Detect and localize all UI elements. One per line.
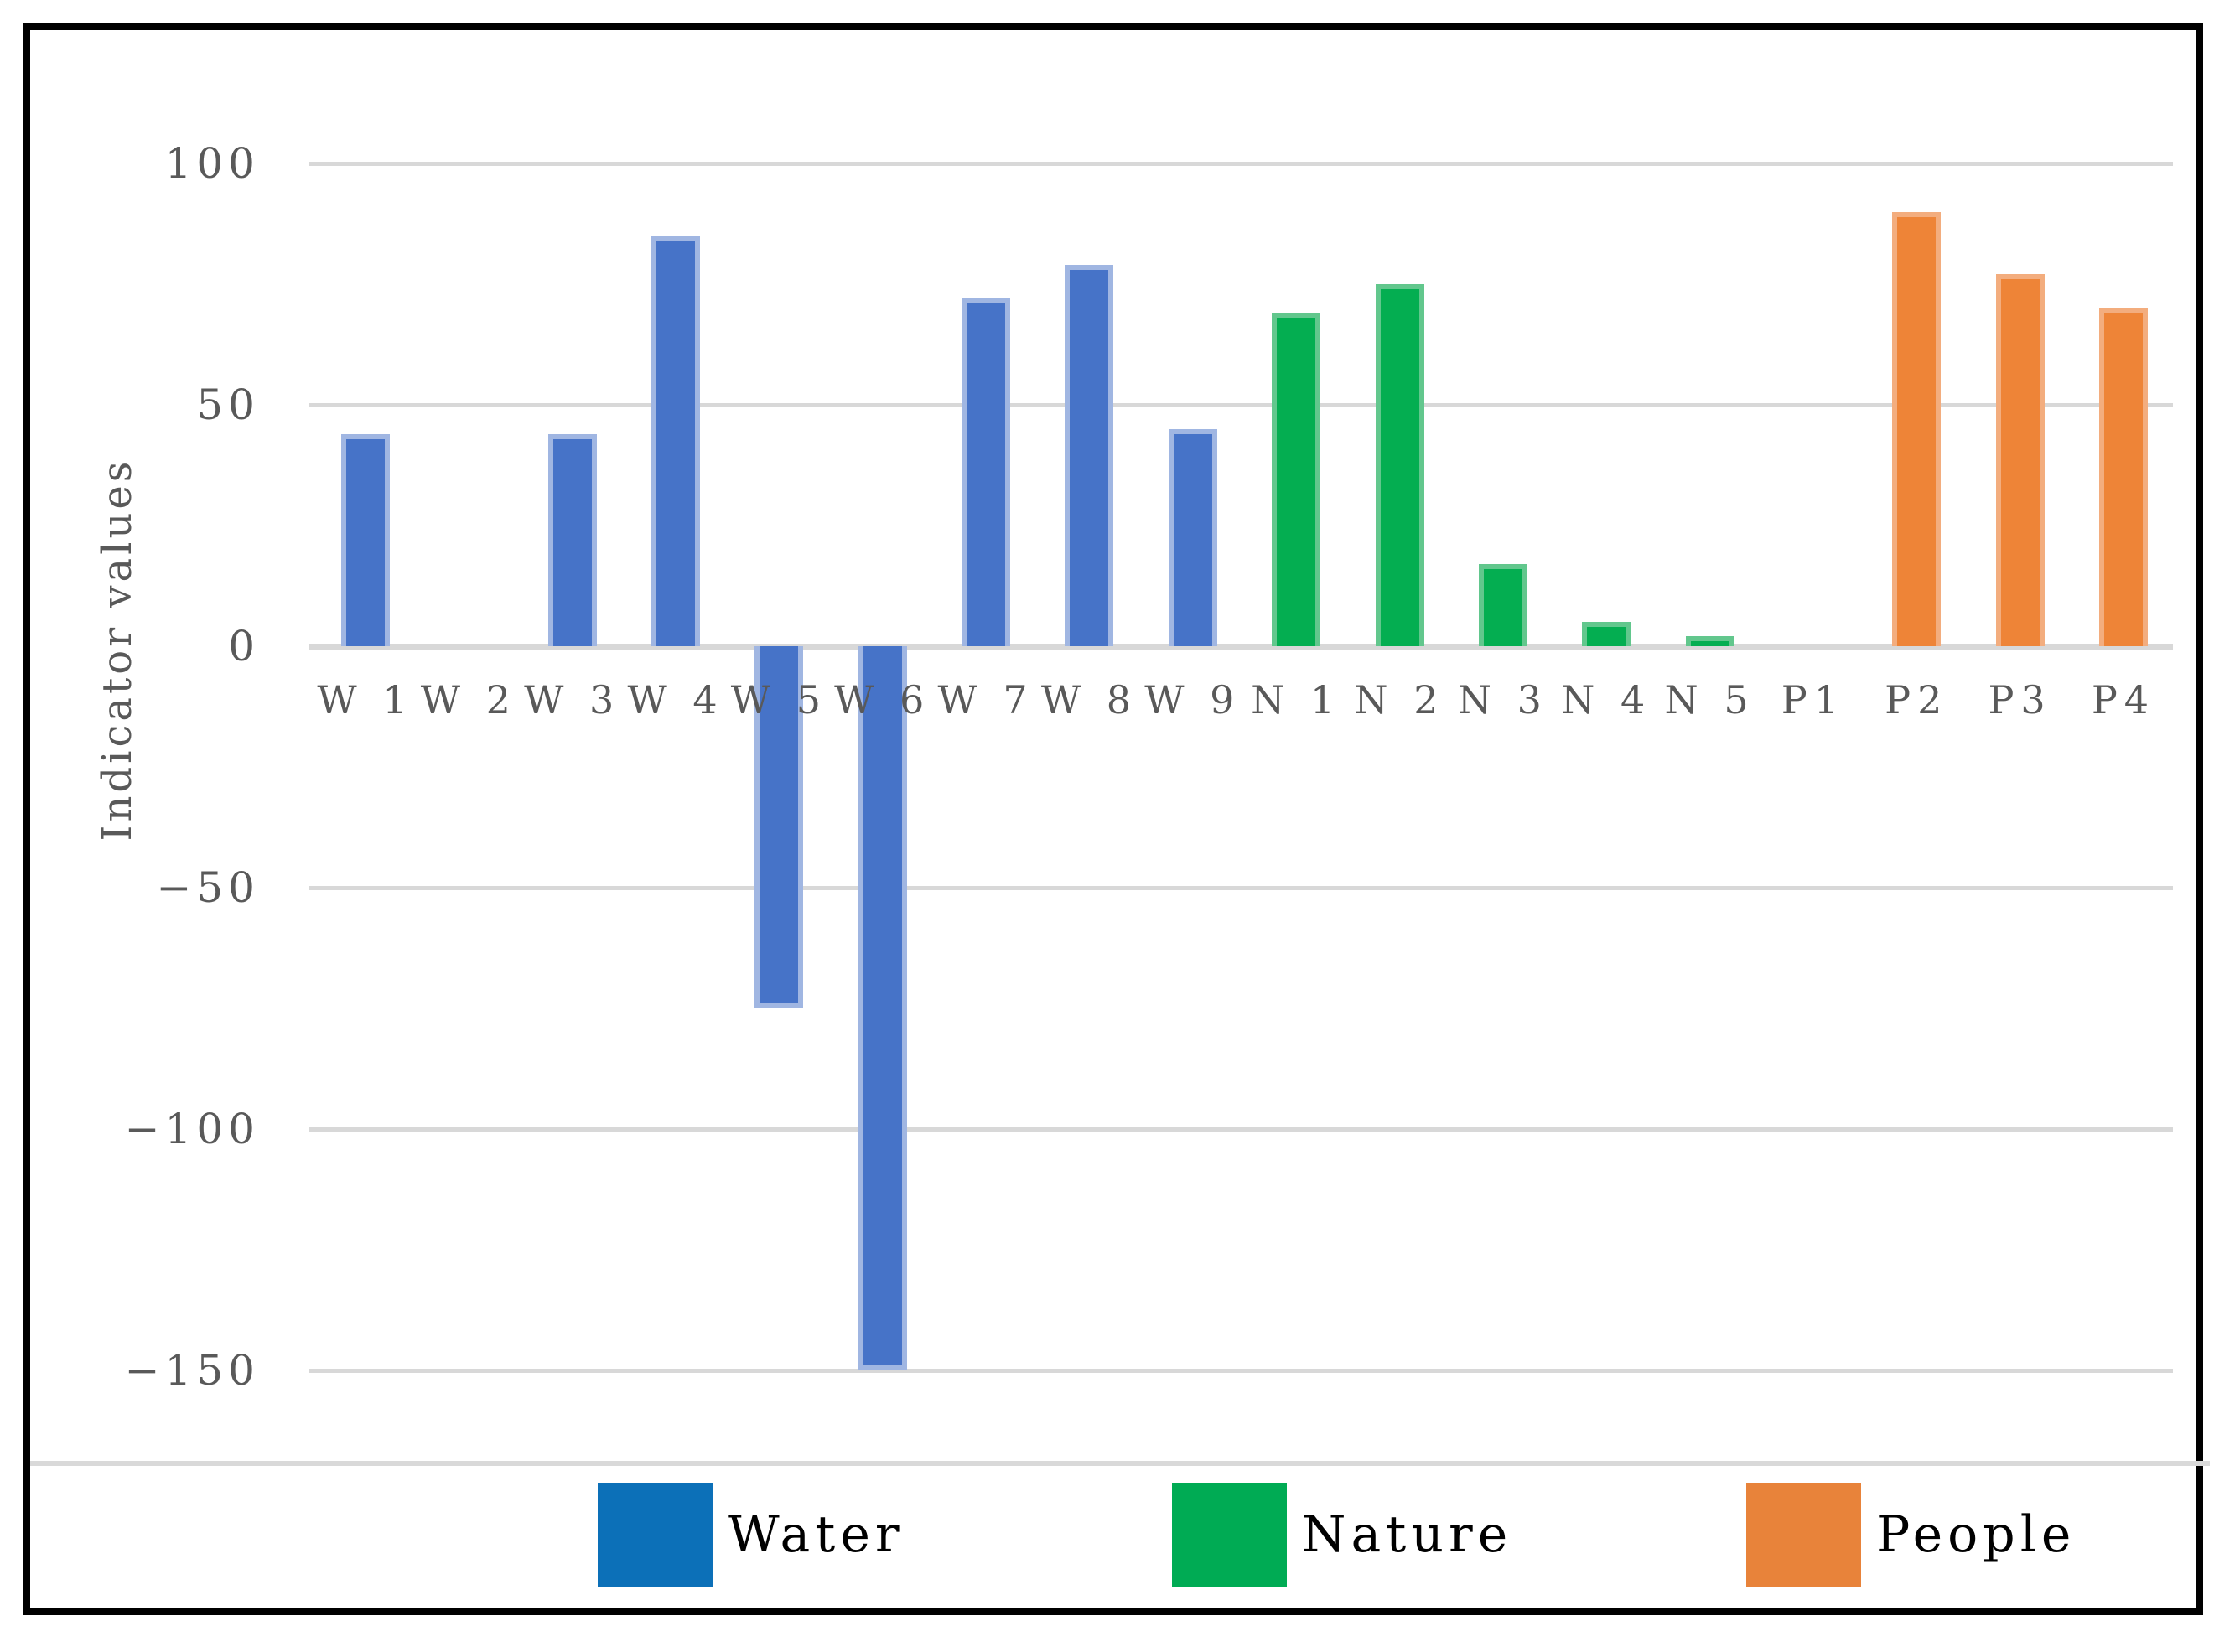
- y-tick-label: −50: [156, 863, 260, 912]
- y-tick-label: −100: [124, 1105, 260, 1153]
- category-label: W 2: [420, 677, 517, 722]
- bar-w-7: [962, 298, 1011, 646]
- bar-w-5: [754, 646, 804, 1008]
- bar-w-9: [1168, 428, 1217, 646]
- legend-label: People: [1876, 1505, 2077, 1564]
- legend-label: Nature: [1302, 1505, 1513, 1564]
- bar-n-4: [1582, 622, 1631, 646]
- y-tick-label: 50: [196, 381, 260, 429]
- category-label: W 7: [937, 677, 1034, 722]
- gridline: [309, 1368, 2173, 1373]
- legend-swatch-people: [1746, 1483, 1861, 1587]
- category-label: P4: [2091, 677, 2156, 722]
- legend-item-nature: Nature: [1172, 1483, 1641, 1587]
- bar-n-5: [1685, 636, 1734, 646]
- legend-item-water: Water: [598, 1483, 1067, 1587]
- gridline: [309, 402, 2173, 407]
- category-label: W 8: [1040, 677, 1138, 722]
- gridline: [309, 1126, 2173, 1132]
- legend-item-people: People: [1746, 1483, 2216, 1587]
- category-label: W 6: [834, 677, 931, 722]
- bar-p3: [1995, 274, 2045, 646]
- bar-p4: [2098, 308, 2148, 646]
- bar-n-3: [1478, 564, 1527, 646]
- category-label: W 9: [1144, 677, 1242, 722]
- chart-outer-frame: [23, 23, 2203, 1615]
- category-label: W 1: [317, 677, 414, 722]
- category-label: N 1: [1251, 677, 1342, 722]
- category-label: N 5: [1664, 677, 1755, 722]
- category-label: W 4: [627, 677, 724, 722]
- gridline: [309, 885, 2173, 890]
- category-label: N 4: [1561, 677, 1652, 722]
- category-label: P1: [1781, 677, 1845, 722]
- y-tick-label: 100: [164, 139, 260, 188]
- bar-p2: [1892, 211, 1942, 646]
- bar-w-1: [341, 433, 390, 646]
- category-label: W 5: [730, 677, 827, 722]
- bar-n-2: [1375, 284, 1424, 646]
- gridline: [309, 161, 2173, 166]
- category-label: P2: [1885, 677, 1949, 722]
- legend-swatch-water: [598, 1483, 713, 1587]
- bar-w-6: [858, 646, 907, 1370]
- gridline-zero: [309, 643, 2173, 650]
- bar-n-1: [1272, 313, 1321, 646]
- category-label: W 3: [524, 677, 621, 722]
- y-tick-label: 0: [228, 622, 260, 671]
- bar-w-3: [547, 433, 597, 646]
- legend-swatch-nature: [1172, 1483, 1287, 1587]
- bar-w-8: [1065, 264, 1114, 646]
- bar-w-4: [651, 236, 701, 646]
- legend-label: Water: [728, 1505, 905, 1564]
- category-label: N 3: [1457, 677, 1548, 722]
- plot-bottom-separator: [30, 1461, 2210, 1466]
- category-label: P3: [1988, 677, 2052, 722]
- category-label: N 2: [1354, 677, 1445, 722]
- y-tick-label: −150: [124, 1346, 260, 1395]
